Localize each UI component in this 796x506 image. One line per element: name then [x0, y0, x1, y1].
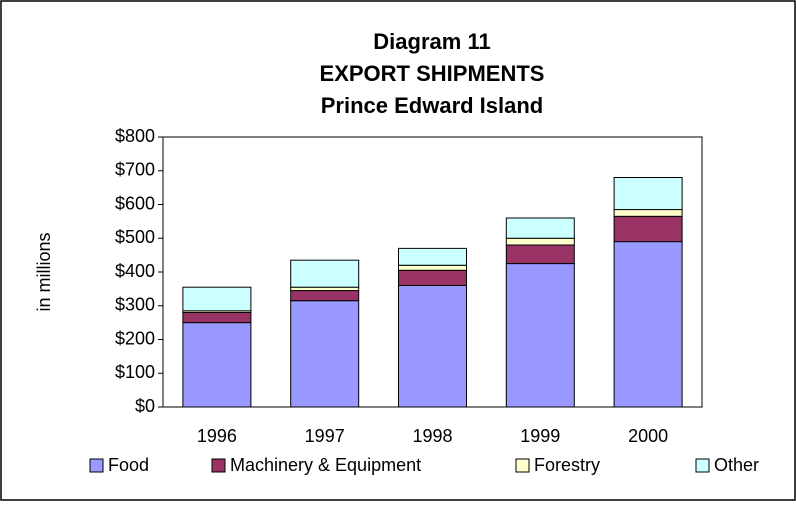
y-tick-label: $400 [115, 261, 155, 281]
y-tick-label: $800 [115, 126, 155, 146]
bar-segment [182, 312, 252, 324]
y-tick-label: $300 [115, 295, 155, 315]
y-tick-label: $600 [115, 193, 155, 213]
bar-segment [505, 237, 575, 246]
legend-label: Other [714, 455, 759, 475]
chart-title: Prince Edward Island [321, 93, 544, 118]
bar-segment [182, 286, 252, 312]
y-axis-label: in millions [34, 232, 54, 311]
chart-title: EXPORT SHIPMENTS [320, 61, 545, 86]
bar-segment [505, 263, 575, 408]
bar-segment [613, 209, 683, 217]
x-tick-label: 2000 [628, 426, 668, 446]
y-tick-label: $100 [115, 362, 155, 382]
bar-segment [290, 259, 360, 288]
bar-segment [398, 285, 467, 408]
bar-segment [398, 247, 467, 266]
bar-segment [505, 217, 575, 239]
legend-label: Food [108, 455, 149, 475]
bar-segment [613, 215, 683, 243]
y-tick-label: $500 [115, 227, 155, 247]
x-tick-label: 1998 [412, 426, 452, 446]
x-tick-label: 1999 [520, 426, 560, 446]
bar-segment [398, 264, 467, 271]
bar-segment [613, 241, 683, 408]
bar-segment [613, 177, 683, 211]
chart-title: Diagram 11 [373, 29, 490, 54]
legend-swatch [515, 458, 530, 473]
legend-swatch [211, 458, 226, 473]
bar-segment [505, 244, 575, 265]
y-tick-label: $200 [115, 328, 155, 348]
bar-segment [398, 269, 467, 286]
bar-segment [290, 286, 360, 292]
legend-label: Forestry [534, 455, 600, 475]
legend-label: Machinery & Equipment [230, 455, 421, 475]
bar-segment [290, 300, 360, 408]
bar-segment [182, 322, 252, 408]
x-tick-label: 1996 [197, 426, 237, 446]
x-tick-label: 1997 [305, 426, 345, 446]
legend-swatch [89, 458, 104, 473]
y-tick-label: $700 [115, 160, 155, 180]
bar-segment [290, 290, 360, 302]
y-tick-label: $0 [135, 396, 155, 416]
legend-swatch [695, 458, 710, 473]
